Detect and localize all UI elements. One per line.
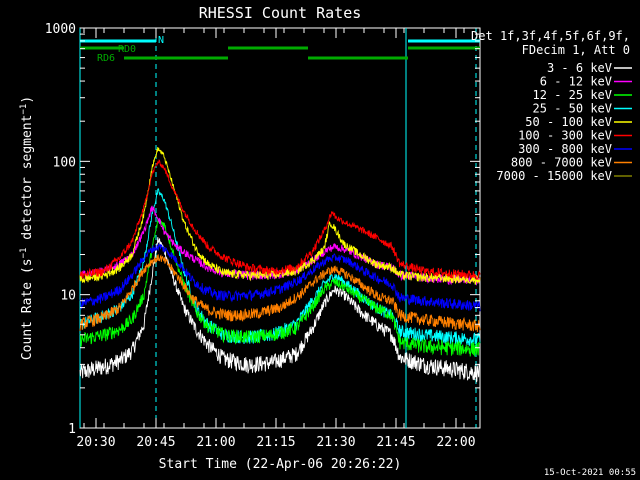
x-tick-label-3: 21:15 (256, 435, 295, 450)
rd0-label: RD0 (118, 44, 136, 55)
y-axis-label-part1: Count Rate (s (20, 258, 35, 360)
x-tick-label-1: 20:45 (136, 435, 175, 450)
y-axis: 1 10 100 1000 (45, 22, 480, 437)
y-axis-label: Count Rate (s−1 detector segment−1) (19, 96, 35, 360)
series-lines (79, 146, 481, 383)
x-tick-label-6: 22:00 (436, 435, 475, 450)
series-line-5 (79, 159, 481, 281)
legend-header-line2: FDecim 1, Att 0 (522, 43, 630, 57)
legend-header-line1: Det 1f,3f,4f,5f,6f,9f, (471, 29, 630, 43)
y-tick-label-2: 100 (53, 155, 76, 170)
y-axis-label-sup1: −1 (19, 248, 29, 259)
y-tick-label-1: 10 (60, 289, 76, 304)
chart-title: RHESSI Count Rates (199, 4, 362, 22)
legend-entry-label-7: 800 - 7000 keV (511, 156, 612, 170)
legend: Det 1f,3f,4f,5f,6f,9f, FDecim 1, Att 0 3… (471, 29, 632, 183)
rd6-label: RD6 (97, 53, 115, 64)
legend-entry-label-2: 12 - 25 keV (533, 88, 612, 102)
x-tick-label-5: 21:45 (376, 435, 415, 450)
y-axis-label-part2: detector segment (20, 115, 35, 248)
series-line-6 (79, 242, 481, 312)
legend-entry-label-1: 6 - 12 keV (540, 75, 612, 89)
legend-entry-label-0: 3 - 6 keV (547, 61, 612, 75)
x-axis: 20:30 20:45 21:00 21:15 21:30 21:45 22:00 (76, 28, 476, 450)
x-tick-label-4: 21:30 (316, 435, 355, 450)
series-line-7 (79, 254, 481, 333)
y-tick-label-0: 1 (68, 422, 76, 437)
y-axis-label-part3: ) (20, 96, 35, 104)
series-line-4 (79, 146, 481, 285)
series-line-2 (79, 218, 481, 357)
y-tick-label-3: 1000 (45, 22, 76, 37)
y-axis-label-sup2: −1 (19, 104, 29, 115)
night-label: N (158, 35, 164, 46)
legend-entry-label-3: 25 - 50 keV (533, 102, 612, 116)
x-tick-label-0: 20:30 (76, 435, 115, 450)
footer-timestamp: 15-Oct-2021 00:55 (544, 468, 636, 478)
legend-entry-label-6: 300 - 800 keV (518, 142, 612, 156)
legend-entry-label-8: 7000 - 15000 keV (496, 169, 612, 183)
series-line-3 (79, 188, 481, 347)
legend-entry-label-5: 100 - 300 keV (518, 129, 612, 143)
x-axis-label: Start Time (22-Apr-06 20:26:22) (159, 457, 402, 472)
legend-entry-label-4: 50 - 100 keV (525, 115, 612, 129)
x-tick-label-2: 21:00 (196, 435, 235, 450)
series-line-0 (79, 237, 481, 383)
